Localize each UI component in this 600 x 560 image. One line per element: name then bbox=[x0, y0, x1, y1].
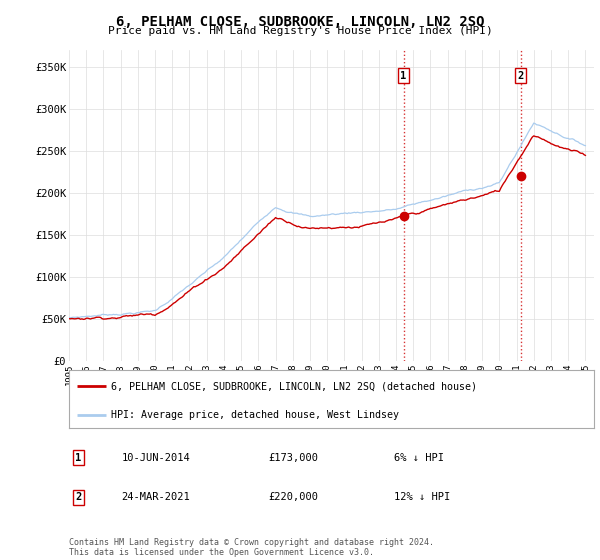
Text: 24-MAR-2021: 24-MAR-2021 bbox=[121, 492, 190, 502]
Text: 10-JUN-2014: 10-JUN-2014 bbox=[121, 453, 190, 463]
Text: 6, PELHAM CLOSE, SUDBROOKE, LINCOLN, LN2 2SQ (detached house): 6, PELHAM CLOSE, SUDBROOKE, LINCOLN, LN2… bbox=[111, 381, 477, 391]
Text: £220,000: £220,000 bbox=[269, 492, 319, 502]
Text: 2: 2 bbox=[76, 492, 82, 502]
Text: Price paid vs. HM Land Registry's House Price Index (HPI): Price paid vs. HM Land Registry's House … bbox=[107, 26, 493, 36]
Text: £173,000: £173,000 bbox=[269, 453, 319, 463]
Text: HPI: Average price, detached house, West Lindsey: HPI: Average price, detached house, West… bbox=[111, 410, 399, 421]
Text: Contains HM Land Registry data © Crown copyright and database right 2024.
This d: Contains HM Land Registry data © Crown c… bbox=[69, 538, 434, 557]
Text: 6% ↓ HPI: 6% ↓ HPI bbox=[395, 453, 445, 463]
Text: 1: 1 bbox=[76, 453, 82, 463]
Text: 6, PELHAM CLOSE, SUDBROOKE, LINCOLN, LN2 2SQ: 6, PELHAM CLOSE, SUDBROOKE, LINCOLN, LN2… bbox=[116, 15, 484, 29]
Text: 12% ↓ HPI: 12% ↓ HPI bbox=[395, 492, 451, 502]
Text: 1: 1 bbox=[400, 71, 407, 81]
Text: 2: 2 bbox=[517, 71, 524, 81]
